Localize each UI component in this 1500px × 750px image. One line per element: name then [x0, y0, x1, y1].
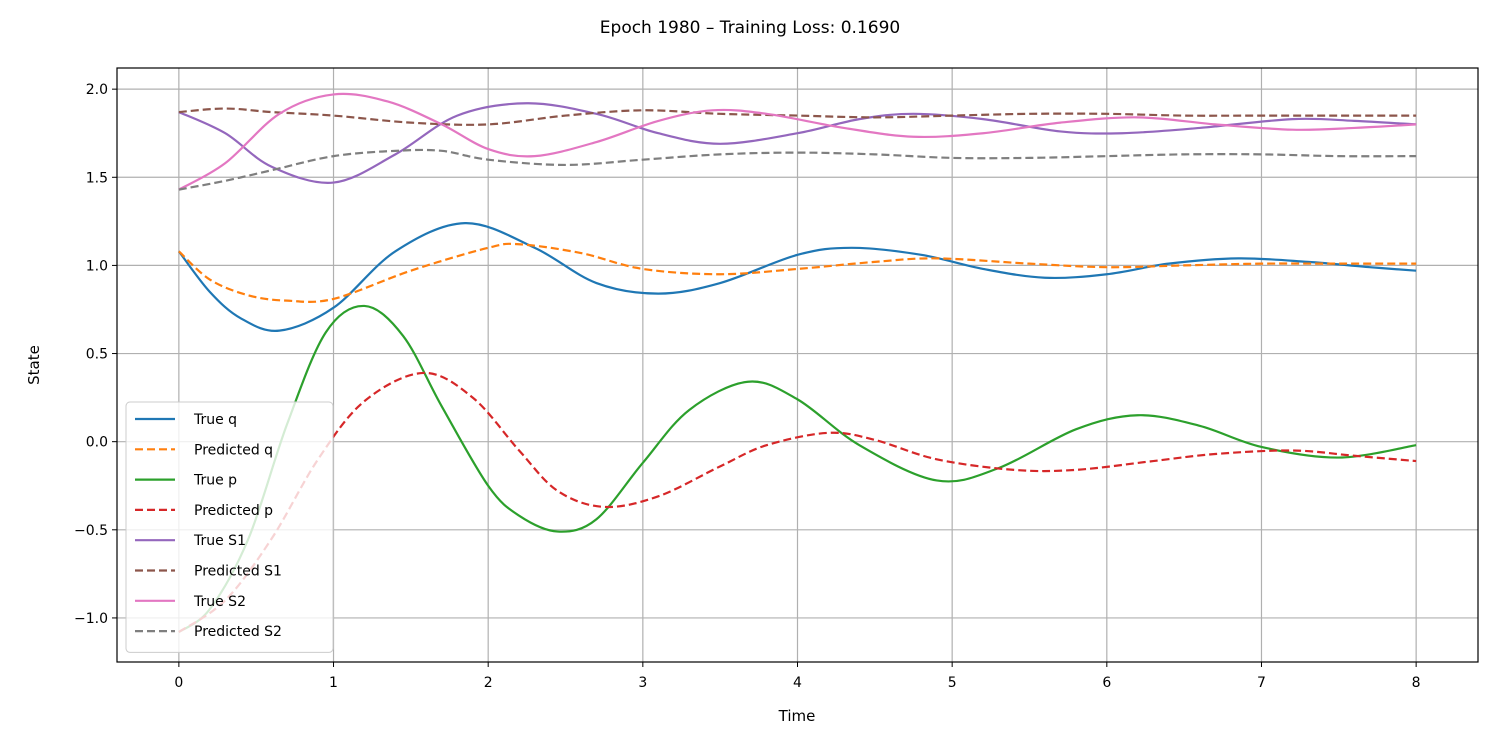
- grid-lines: [117, 68, 1478, 662]
- x-tick-label: 8: [1412, 675, 1421, 691]
- legend-label: Predicted S2: [194, 624, 282, 640]
- series-line-true-q: [177, 222, 1417, 332]
- y-tick-label: −1.0: [74, 611, 108, 627]
- x-tick-label: 7: [1257, 675, 1266, 691]
- x-tick-label: 1: [329, 675, 338, 691]
- y-tick-label: 2.0: [86, 82, 108, 98]
- legend-label: True S1: [193, 533, 246, 549]
- x-tick-label: 3: [638, 675, 647, 691]
- legend-box: [125, 401, 334, 653]
- x-tick-label: 2: [484, 675, 493, 691]
- legend-label: Predicted q: [194, 442, 273, 458]
- series-line-true-s2: [178, 92, 1417, 191]
- y-tick-label: 1.5: [86, 170, 108, 186]
- x-tick-label: 5: [948, 675, 957, 691]
- series-line-predicted-s2: [178, 148, 1417, 191]
- y-axis-label: State: [25, 345, 43, 385]
- x-tick-label: 0: [174, 675, 183, 691]
- x-axis: 0 1 2 3 4 5 6 7 8: [174, 662, 1421, 691]
- legend-label: True S2: [193, 594, 246, 610]
- series-line-predicted-p: [178, 371, 1417, 633]
- x-axis-label: Time: [778, 707, 816, 725]
- y-tick-label: 1.0: [86, 258, 108, 274]
- series-line-predicted-q: [178, 242, 1417, 303]
- x-tick-label: 6: [1102, 675, 1111, 691]
- series-line-true-s1: [178, 102, 1417, 184]
- legend-label: True q: [193, 412, 237, 428]
- y-tick-label: 0.5: [86, 347, 108, 363]
- x-tick-label: 4: [793, 675, 802, 691]
- y-tick-label: −0.5: [74, 523, 108, 539]
- chart-title: Epoch 1980 – Training Loss: 0.1690: [600, 18, 900, 38]
- legend: True q Predicted q True p Predicted p True S…: [125, 401, 334, 653]
- series-layer: [177, 92, 1417, 633]
- series-line-true-p: [178, 304, 1417, 633]
- legend-label: True p: [193, 473, 237, 489]
- legend-label: Predicted S1: [194, 564, 282, 580]
- y-tick-label: 0.0: [86, 435, 108, 451]
- legend-label: Predicted p: [194, 503, 273, 519]
- y-axis: −1.0 −0.5 0.0 0.5 1.0 1.5 2.0: [74, 82, 117, 627]
